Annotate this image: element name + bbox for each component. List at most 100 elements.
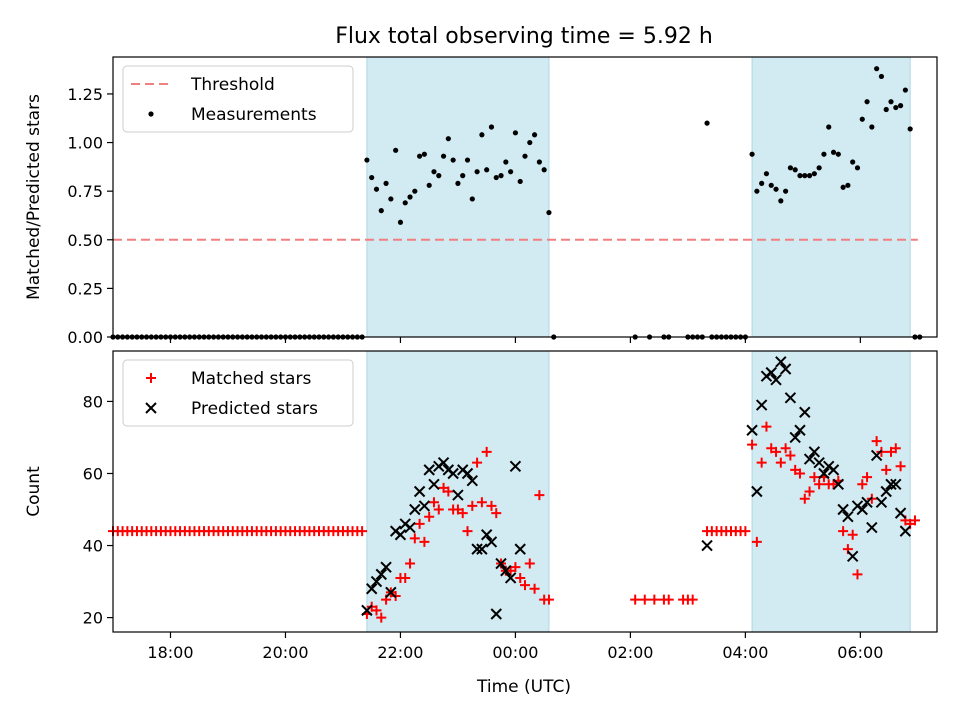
measurement-point [383, 180, 389, 186]
predicted-star-point [861, 496, 873, 509]
predicted-star-point [437, 456, 450, 469]
legend-predicted-swatch [145, 402, 157, 414]
measurement-point [440, 153, 447, 159]
measurement-point [907, 126, 913, 132]
matched-star-point [881, 464, 892, 475]
measurement-point [783, 188, 789, 194]
predicted-star-point [404, 521, 416, 534]
y-tick-label: 40 [83, 537, 103, 556]
measurement-point [802, 173, 808, 179]
predicted-star-point [471, 543, 483, 555]
matched-star-point [663, 594, 674, 605]
predicted-star-point [504, 572, 517, 584]
matched-star-point [357, 526, 368, 537]
predicted-star-point [490, 608, 502, 620]
predicted-star-point [875, 496, 888, 509]
measurement-point [393, 147, 399, 153]
measurement-point [474, 169, 480, 175]
measurement-point [840, 184, 846, 190]
measurement-point [874, 66, 880, 72]
measurement-point [373, 186, 380, 192]
matched-star-point [771, 446, 782, 457]
predicted-star-point [755, 399, 768, 411]
y-tick-label: 60 [83, 464, 103, 483]
measurement-point [888, 99, 894, 105]
measurement-point [412, 188, 418, 194]
predicted-star-point [375, 568, 387, 581]
matched-star-point [419, 536, 430, 547]
legend-measurement-swatch [148, 111, 154, 117]
measurement-point [754, 188, 760, 194]
predicted-star-point [846, 550, 859, 563]
matched-star-point [529, 583, 540, 594]
predicted-star-point [385, 586, 397, 599]
predicted-star-point [866, 521, 878, 534]
matched-star-point [804, 486, 815, 497]
measurement-point [845, 182, 851, 188]
measurement-point [859, 116, 865, 122]
measurement-point [835, 151, 841, 157]
matched-star-point [510, 562, 521, 573]
predicted-star-point [775, 356, 787, 368]
predicted-star-point [509, 460, 522, 472]
matched-star-point [524, 558, 535, 569]
predicted-star-point [827, 464, 840, 476]
measurement-point [364, 157, 370, 163]
x-axis-label: Time (UTC) [476, 677, 571, 697]
measurement-point [773, 186, 779, 192]
matched-star-point [515, 572, 526, 583]
predicted-star-point [514, 543, 526, 555]
matched-star-point [405, 558, 416, 569]
chart-title: Flux total observing time = 5.92 h [335, 24, 713, 49]
y-tick-label: 0.50 [67, 231, 103, 250]
predicted-star-point [885, 478, 897, 491]
matched-star-point [847, 529, 858, 540]
matched-star-point [814, 479, 825, 490]
matched-star-point [761, 421, 772, 432]
measurement-point [749, 151, 755, 157]
predicted-star-point [480, 529, 493, 541]
predicted-star-point [890, 478, 902, 491]
measurement-point [503, 159, 509, 165]
measurement-point [512, 130, 519, 136]
predicted-star-point [500, 565, 512, 577]
matched-star-point [400, 572, 411, 583]
measurement-point [421, 151, 427, 157]
bottom-panel: 20 40 60 80 18:00 20:00 22:00 00:00 02:00 04:00 06… [24, 350, 938, 662]
measurement-point [508, 169, 514, 175]
matched-star-point [895, 461, 906, 472]
predicted-star-point [380, 561, 392, 573]
measurement-point [797, 173, 803, 179]
predicted-star-point [870, 449, 883, 462]
matched-star-point [794, 468, 805, 479]
predicted-star-point [799, 406, 811, 418]
matched-star-point [890, 443, 901, 454]
legend-label: Measurements [191, 105, 317, 125]
measurement-point [484, 167, 490, 173]
shaded-interval [366, 350, 550, 633]
measurement-point [704, 120, 710, 126]
matched-star-point [376, 612, 387, 623]
measurement-point [426, 182, 432, 188]
matched-star-point [457, 508, 468, 519]
predicted-star-point [832, 478, 845, 491]
predicted-star-point [485, 536, 498, 548]
predicted-star-point [466, 474, 479, 487]
measurement-point [869, 124, 875, 130]
matched-star-point [543, 594, 554, 605]
measurement-point [897, 103, 904, 109]
predicted-star-point [880, 485, 892, 498]
matched-star-point [852, 569, 863, 580]
matched-star-point [481, 446, 492, 457]
predicted-star-point [461, 467, 474, 480]
x-tick-label: 18:00 [147, 643, 193, 662]
measurement-point [397, 219, 404, 225]
shaded-interval [751, 350, 911, 633]
predicted-star-point [370, 575, 383, 588]
matched-star-point [443, 486, 454, 497]
measurement-point [821, 151, 827, 157]
matched-star-point [747, 439, 758, 450]
matched-star-point [433, 504, 444, 515]
matched-star-point [857, 479, 868, 490]
